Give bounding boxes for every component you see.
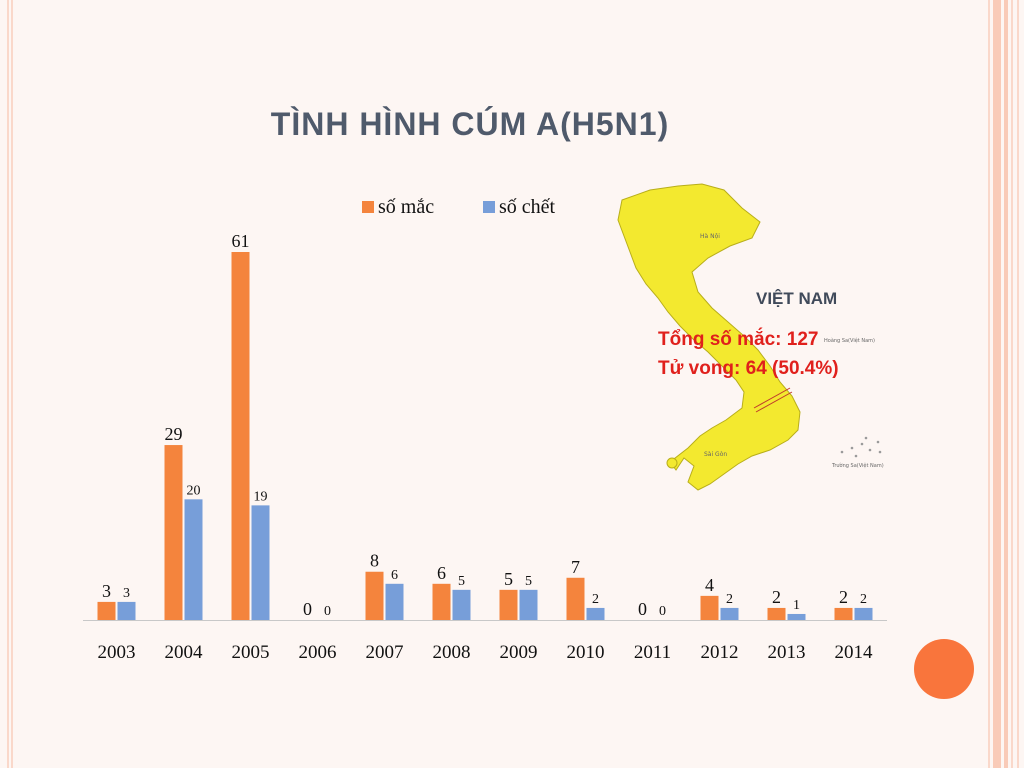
x-tick-label-2011: 2011 [634,642,671,663]
chart-legend: số mắc số chết [362,196,556,218]
data-label-cases-2012: 4 [705,575,714,595]
bar-deaths-2005 [251,505,270,620]
bar-deaths-2013 [787,613,806,620]
x-axis: 2003 2004 2005 2006 2007 2008 2009 2010 2011 2012… [83,620,887,663]
data-label-cases-2005: 61 [232,231,250,251]
data-label-cases-2006: 0 [303,599,312,619]
x-tick-label-2004: 2004 [165,642,204,663]
data-label-cases-2014: 2 [839,587,848,607]
bar-cases-2010 [566,577,585,620]
bar-cases-2009 [499,589,518,620]
x-tick-label-2014: 2014 [835,642,874,663]
bar-deaths-2010 [586,607,605,620]
data-label-deaths-2013: 1 [793,598,800,613]
x-tick-label-2013: 2013 [768,642,806,663]
legend-swatch-deaths [483,201,495,213]
bar-cases-2008 [432,583,451,620]
data-label-cases-2011: 0 [638,599,647,619]
data-label-cases-2003: 3 [102,581,111,601]
data-label-deaths-2011: 0 [659,604,666,619]
data-label-deaths-2004: 20 [187,483,201,498]
bar-deaths-2008 [452,589,471,620]
decorative-circle [914,639,974,699]
legend-label-cases: số mắc [378,196,434,218]
legend-swatch-cases [362,201,374,213]
x-tick-label-2005: 2005 [232,642,270,663]
bar-cases-2013 [767,607,786,620]
bar-deaths-2004 [184,499,203,620]
data-label-deaths-2003: 3 [123,586,130,601]
bar-cases-2012 [700,595,719,620]
data-label-cases-2009: 5 [504,569,513,589]
x-tick-label-2008: 2008 [433,642,471,663]
bar-deaths-2012 [720,607,739,620]
bar-deaths-2009 [519,589,538,620]
map-islands-east: Hoàng Sa(Việt Nam) [824,337,875,344]
map-country-label: VIỆT NAM [756,289,837,308]
x-tick-label-2010: 2010 [567,642,605,663]
map-islands-south: Trường Sa(Việt Nam) [831,462,884,469]
data-label-cases-2007: 8 [370,551,379,571]
data-label-deaths-2010: 2 [592,592,599,607]
bar-cases-2005 [231,252,250,620]
data-label-cases-2013: 2 [772,587,781,607]
x-tick-label-2006: 2006 [299,642,337,663]
data-label-deaths-2009: 5 [525,574,532,589]
data-label-deaths-2006: 0 [324,604,331,619]
bar-deaths-2014 [854,607,873,620]
bar-cases-2004 [164,445,183,620]
bar-deaths-2007 [385,583,404,620]
data-label-deaths-2007: 6 [391,568,398,583]
vietnam-map: Hà Nội Sài Gòn VIỆT NAM Hoàng Sa(Việt Na… [617,183,884,491]
data-label-deaths-2005: 19 [254,489,268,504]
data-label-cases-2008: 6 [437,563,446,583]
legend-label-deaths: số chết [499,196,556,218]
slide-title: TÌNH HÌNH CÚM A(H5N1) [270,106,670,142]
data-label-deaths-2008: 5 [458,574,465,589]
map-city-north: Hà Nội [700,233,720,240]
bar-deaths-2003 [117,601,136,620]
x-tick-label-2009: 2009 [500,642,538,663]
x-tick-label-2012: 2012 [701,642,739,663]
vietnam-map-shape [617,183,801,491]
data-label-cases-2004: 29 [165,424,183,444]
bar-cases-2003 [97,601,116,620]
bar-cases-2007 [365,571,384,620]
data-label-cases-2010: 7 [571,557,580,577]
x-tick-label-2007: 2007 [366,642,404,663]
x-tick-label-2003: 2003 [98,642,136,663]
map-city-south: Sài Gòn [704,451,727,458]
total-annotation: Tổng số mắc: 127 Tử vong: 64 (50.4%) [658,325,839,383]
death-rate-text: Tử vong: 64 (50.4%) [658,358,839,379]
total-cases-text: Tổng số mắc: 127 [658,329,819,350]
bar-cases-2014 [834,607,853,620]
map-island-dots [840,436,882,458]
bars-layer [97,252,873,620]
data-label-deaths-2014: 2 [860,592,867,607]
data-label-deaths-2012: 2 [726,592,733,607]
